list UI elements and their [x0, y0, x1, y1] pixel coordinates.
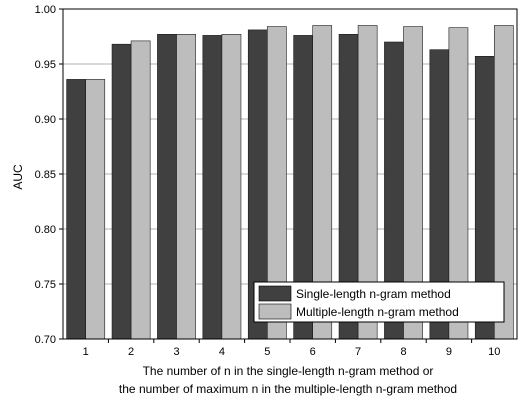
x-tick-label: 10 — [488, 346, 500, 358]
legend-swatch-multiple — [258, 303, 292, 320]
y-axis-ticks: 0.70 0.75 0.80 0.85 0.90 0.95 1.00 — [35, 4, 63, 346]
legend-label-multiple: Multiple-length n-gram method — [296, 305, 459, 319]
x-axis-title-line2: the number of maximum n in the multiple-… — [119, 382, 457, 396]
bar-multiple-length — [221, 33, 242, 340]
x-tick-label: 6 — [310, 346, 316, 358]
x-tick-label: 3 — [173, 346, 179, 358]
bar-single-length — [202, 35, 223, 340]
legend: Single-length n-gram method Multiple-len… — [253, 281, 505, 323]
x-tick-label: 5 — [264, 346, 270, 358]
bar-series — [66, 25, 514, 340]
x-tick-label: 7 — [355, 346, 361, 358]
legend-swatch-single — [258, 285, 292, 302]
y-tick-label: 0.80 — [35, 224, 56, 236]
legend-box — [253, 281, 505, 323]
legend-label-single: Single-length n-gram method — [296, 287, 451, 301]
x-axis-ticks: 1 2 3 4 5 6 7 8 9 10 — [83, 339, 500, 358]
y-tick-label: 0.90 — [35, 114, 56, 126]
bar-multiple-length — [176, 33, 196, 340]
x-tick-label: 1 — [83, 346, 89, 358]
bar-multiple-length — [85, 79, 106, 340]
x-tick-label: 4 — [219, 346, 225, 358]
y-axis-title: AUC — [11, 164, 25, 190]
y-tick-label: 0.75 — [35, 279, 56, 291]
x-tick-label: 2 — [128, 346, 134, 358]
bar-single-length — [66, 79, 87, 340]
bar-multiple-length — [130, 40, 151, 340]
x-axis-title-line1: The number of n in the single-length n-g… — [143, 364, 434, 378]
bar-single-length — [111, 43, 132, 340]
y-tick-label: 0.70 — [35, 334, 56, 346]
y-tick-label: 0.95 — [35, 59, 56, 71]
y-tick-label: 1.00 — [35, 4, 56, 16]
bar-single-length — [157, 33, 177, 340]
x-tick-label: 9 — [446, 346, 452, 358]
y-tick-label: 0.85 — [35, 169, 56, 181]
x-tick-label: 8 — [400, 346, 406, 358]
